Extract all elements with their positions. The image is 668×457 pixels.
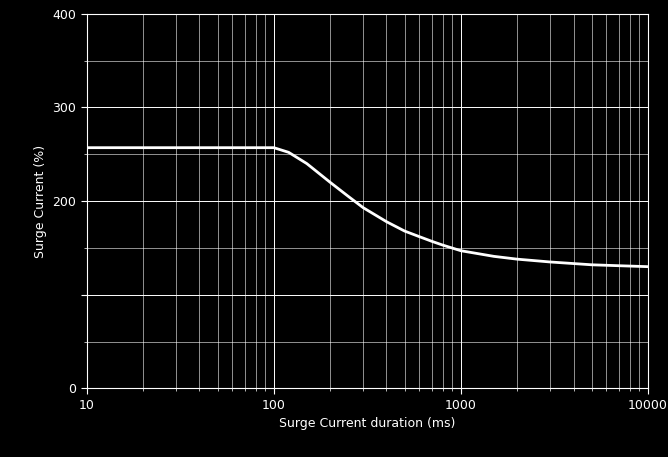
X-axis label: Surge Current duration (ms): Surge Current duration (ms) [279,417,456,430]
Y-axis label: Surge Current (%): Surge Current (%) [34,144,47,258]
